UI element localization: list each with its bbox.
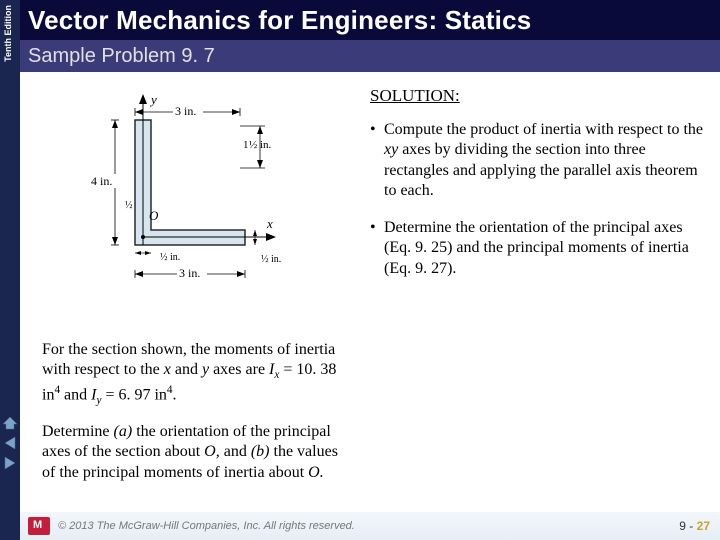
figure-dim-b2: ½ [125, 200, 133, 211]
figure-svg: y x O 3 in. 4 in. [85, 90, 315, 286]
subtitle-bar: Sample Problem 9. 7 [20, 40, 720, 72]
bullet-dot: • [370, 218, 384, 279]
solution-block: SOLUTION: • Compute the product of inert… [370, 86, 710, 295]
problem-number: Sample Problem 9. 7 [28, 45, 215, 68]
publisher-logo [28, 517, 50, 535]
spine-edition-text: Tenth Edition [3, 5, 13, 62]
solution-bullet-2: • Determine the orientation of the princ… [370, 218, 710, 279]
figure-y-label: y [149, 92, 157, 107]
book-title: Vector Mechanics for Engineers: Statics [28, 5, 531, 36]
figure-dim-top: 3 in. [175, 104, 196, 118]
svg-text:½ in.: ½ in. [249, 139, 272, 151]
figure-dim-bottom: 3 in. [179, 266, 200, 280]
solution-heading: SOLUTION: [370, 86, 710, 106]
figure-dim-b1: ½ in. [160, 252, 180, 263]
nav-icons-group [2, 416, 18, 476]
slide-content: y x O 3 in. 4 in. [20, 72, 720, 512]
copyright-text: © 2013 The McGraw-Hill Companies, Inc. A… [58, 520, 355, 532]
figure-o-label: O [149, 208, 159, 223]
bullet-1-text: Compute the product of inertia with resp… [384, 120, 710, 202]
prev-icon[interactable] [2, 436, 18, 450]
problem-text: For the section shown, the moments of in… [42, 340, 352, 497]
figure-dim-left: 4 in. [91, 174, 112, 188]
svg-text:½ in.: ½ in. [261, 254, 281, 265]
problem-figure: y x O 3 in. 4 in. [80, 88, 320, 288]
title-bar: Vector Mechanics for Engineers: Statics [20, 0, 720, 40]
bullet-2-text: Determine the orientation of the princip… [384, 218, 710, 279]
slide-header: Vector Mechanics for Engineers: Statics … [20, 0, 720, 72]
slide-footer: © 2013 The McGraw-Hill Companies, Inc. A… [20, 512, 720, 540]
page-number: 9 - 27 [679, 519, 710, 533]
figure-dim-right-top: 1 [243, 139, 249, 151]
home-icon[interactable] [2, 416, 18, 430]
next-icon[interactable] [2, 456, 18, 470]
problem-paragraph-1: For the section shown, the moments of in… [42, 340, 352, 408]
problem-paragraph-2: Determine (a) the orientation of the pri… [42, 422, 352, 483]
solution-bullet-1: • Compute the product of inertia with re… [370, 120, 710, 202]
figure-x-label: x [266, 216, 273, 231]
bullet-dot: • [370, 120, 384, 202]
